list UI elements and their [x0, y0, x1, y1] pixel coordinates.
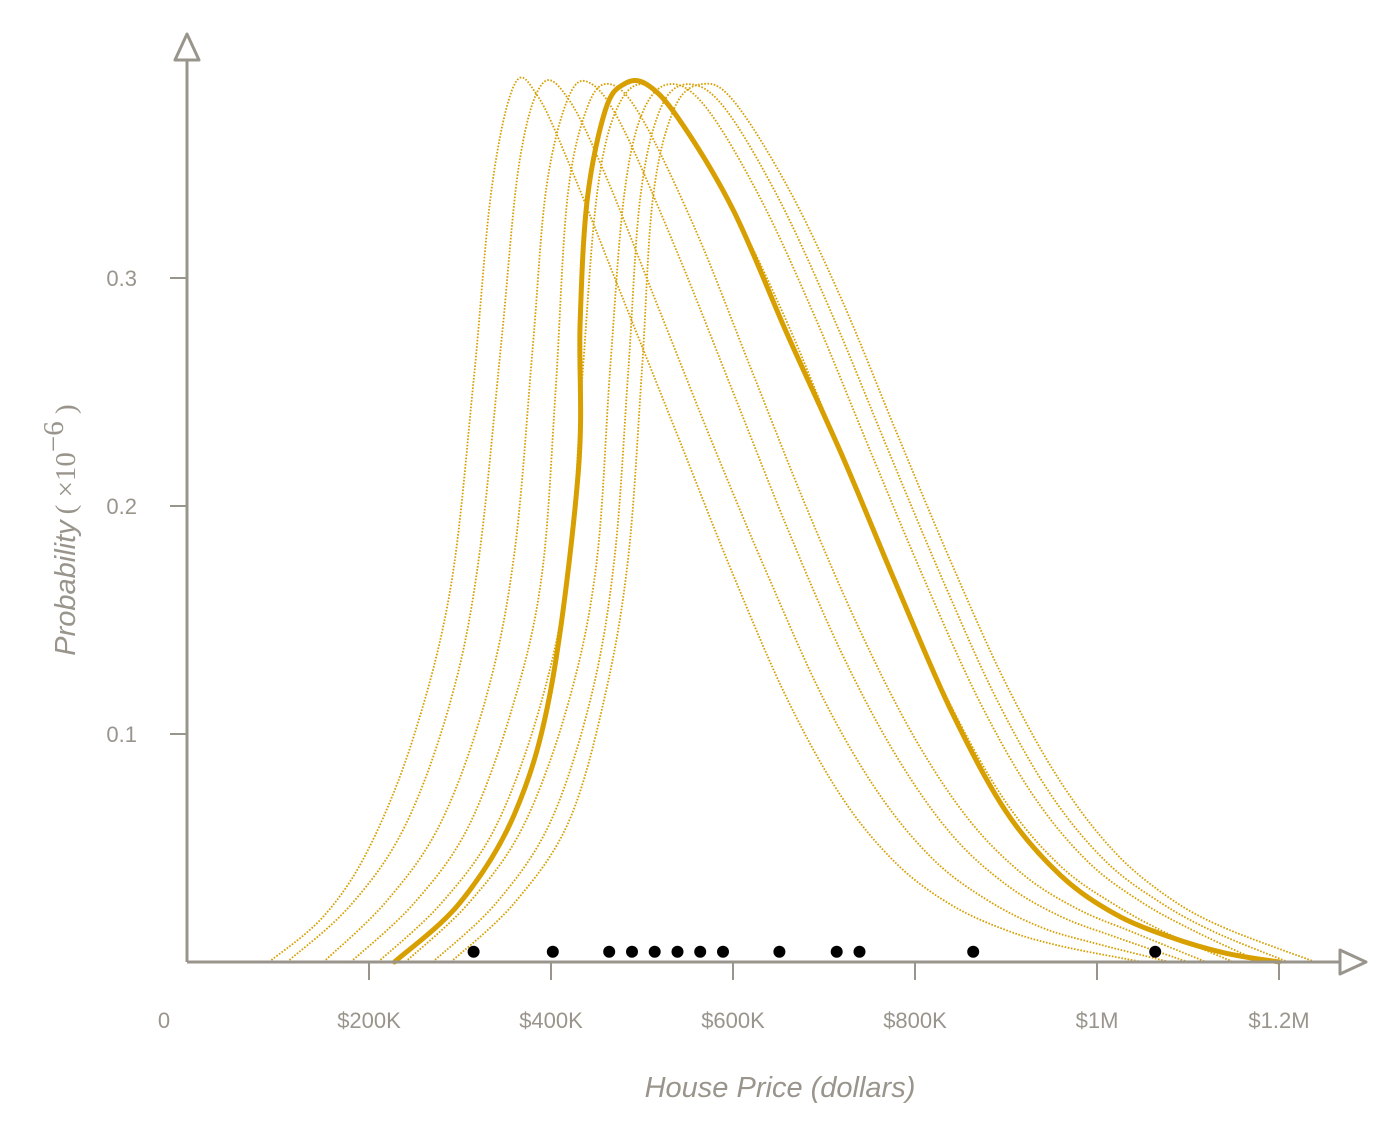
x-ticks: 0 $200K $400K $600K $800K $1M $1.2M — [158, 962, 1310, 1033]
y-axis-arrow — [173, 32, 201, 62]
data-point — [1149, 945, 1162, 958]
sample-curves — [268, 76, 1316, 963]
y-ticks: 0.1 0.2 0.3 — [106, 266, 187, 747]
sample-curve-4 — [350, 82, 1207, 963]
data-point — [830, 945, 843, 958]
sample-curve-3 — [322, 79, 1189, 963]
data-point — [648, 945, 661, 958]
data-points — [467, 945, 1162, 958]
data-point — [626, 945, 638, 958]
sample-curve-2 — [286, 79, 1171, 963]
data-point — [546, 945, 559, 958]
sample-curve-1 — [268, 76, 1143, 963]
data-point — [717, 945, 729, 958]
x-tick-label: 0 — [158, 1008, 170, 1033]
x-tick-label: $1.2M — [1248, 1008, 1309, 1033]
y-tick-label: 0.3 — [106, 266, 137, 291]
x-tick-label: $1M — [1076, 1008, 1119, 1033]
y-tick-label: 0.1 — [106, 722, 137, 747]
x-axis-arrow — [1338, 948, 1368, 976]
x-tick-label: $800K — [883, 1008, 947, 1033]
sample-curve-7 — [432, 83, 1289, 963]
data-point — [467, 945, 480, 958]
data-point — [694, 945, 707, 958]
y-axis-title-text: Probability ( ×10−6 ) — [38, 404, 82, 655]
x-tick-label: $400K — [519, 1008, 583, 1033]
x-tick-label: $600K — [701, 1008, 765, 1033]
x-axis-title: House Price (dollars) — [645, 1072, 916, 1104]
main-curve — [392, 77, 1282, 965]
x-tick-label: $200K — [337, 1008, 401, 1033]
data-point — [853, 945, 866, 958]
y-axis-unit-exponent: −6 — [38, 421, 70, 452]
data-point — [603, 945, 616, 958]
y-axis-unit: ( ×10 — [50, 452, 82, 514]
data-point — [773, 945, 786, 958]
data-point — [967, 945, 980, 958]
y-tick-label: 0.2 — [106, 494, 137, 519]
sample-curve-8 — [450, 82, 1316, 963]
y-axis-title-group: Probability ( ×10−6 ) — [38, 404, 82, 655]
data-point — [671, 945, 684, 958]
main-curve-layer — [392, 77, 1282, 965]
y-axis-unit-close: ) — [50, 404, 82, 421]
sample-curve-6 — [404, 83, 1262, 963]
y-axis-title: Probability — [50, 519, 82, 656]
sample-curve-5 — [377, 83, 1234, 963]
